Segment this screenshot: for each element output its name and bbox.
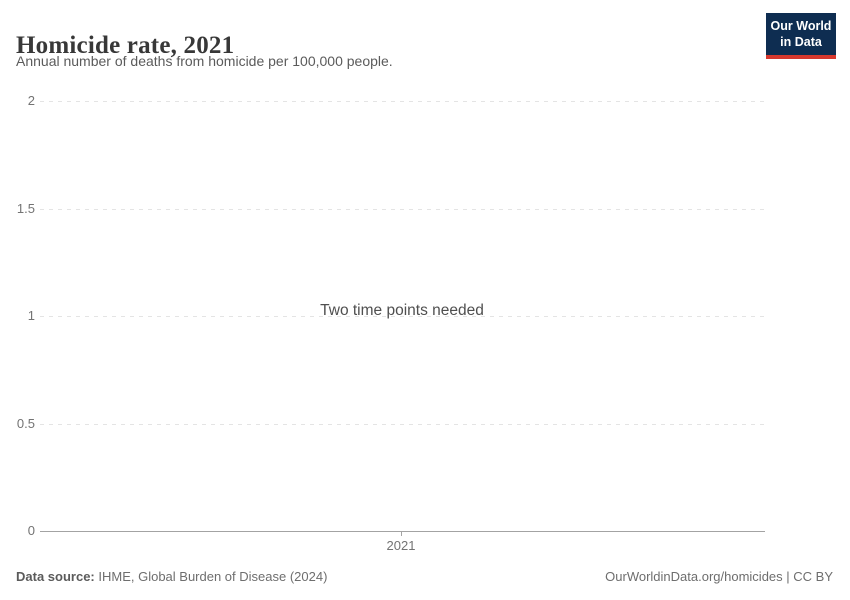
gridline-1-5 xyxy=(40,209,764,210)
footer-attribution-link[interactable]: OurWorldinData.org/homicides | CC BY xyxy=(605,569,833,584)
owid-logo-line2: in Data xyxy=(780,35,822,50)
chart-subtitle: Annual number of deaths from homicide pe… xyxy=(16,53,393,69)
owid-logo-text: Our World in Data xyxy=(766,13,836,55)
footer-source-text: IHME, Global Burden of Disease (2024) xyxy=(94,569,328,584)
x-axis-tick-mark xyxy=(401,532,402,536)
gridline-1 xyxy=(40,316,764,317)
owid-logo-accent-bar xyxy=(766,54,836,59)
owid-logo-line1: Our World xyxy=(770,19,832,33)
gridline-0-5 xyxy=(40,424,764,425)
y-axis-tick-label: 2 xyxy=(27,93,35,108)
y-axis-tick-label: 0 xyxy=(27,523,35,538)
page-title: Homicide rate, 2021 xyxy=(16,31,235,59)
footer-source-label: Data source: xyxy=(16,569,95,584)
x-axis-tick-label: 2021 xyxy=(386,538,416,553)
footer-source: Data source: IHME, Global Burden of Dise… xyxy=(16,569,327,584)
y-axis-tick-label: 0.5 xyxy=(16,416,35,431)
gridline-2 xyxy=(40,101,764,102)
y-axis-tick-label: 1.5 xyxy=(16,201,35,216)
x-axis-line xyxy=(40,531,765,532)
empty-state-message: Two time points needed xyxy=(320,302,484,319)
y-axis-tick-label: 1 xyxy=(27,308,35,323)
owid-logo[interactable]: Our World in Data xyxy=(766,13,836,59)
